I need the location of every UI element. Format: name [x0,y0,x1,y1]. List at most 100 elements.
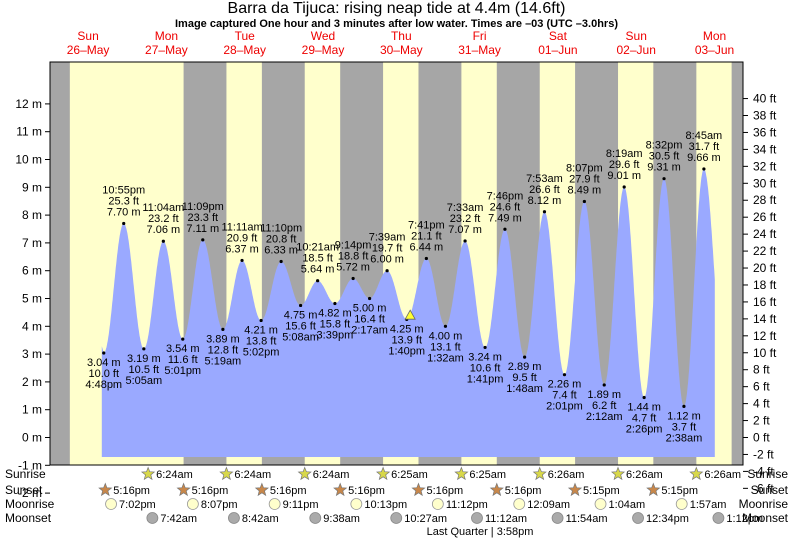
y-tick-label-ft: 38 ft [753,109,777,123]
low-ft-label: 13.9 ft [391,334,422,346]
sunrise-time: 6:24am [156,469,193,481]
low-time-label: 2:17am [351,325,388,337]
moonset-time: 7:42am [160,513,197,525]
y-tick-label-m: 1 m [22,403,42,417]
high-time-label: 7:33am [447,202,484,214]
sunset-icon [98,482,113,497]
y-tick-label-ft: 32 ft [753,159,777,173]
moonrise-icon [350,498,363,510]
low-time-label: 1:41pm [467,373,504,385]
low-time-label: 5:05am [125,375,162,387]
low-ft-label: 7.4 ft [552,390,576,402]
high-time-label: 8:45am [686,130,723,142]
high-m-label: 7.11 m [186,223,219,235]
low-m-label: 4.21 m [244,324,278,336]
high-ft-label: 19.7 ft [372,243,403,255]
sunset-time: 5:15pm [661,485,698,497]
high-ft-label: 23.3 ft [187,212,218,224]
low-time-label: 5:01pm [164,365,201,377]
extreme-point [463,239,467,243]
y-tick-label-m: -2 m [18,486,42,500]
sunset-icon [489,482,504,497]
y-tick-label-ft: 18 ft [753,278,777,292]
low-time-label: 1:48am [506,383,543,395]
moonset-time: 11:54am [566,513,608,525]
sunset-icon [333,482,348,497]
moonset-time: 10:27am [404,513,447,525]
moonrise-time: 1:04am [609,499,646,511]
high-m-label: 9.31 m [647,162,681,174]
high-ft-label: 21.1 ft [411,230,442,242]
extreme-point [142,347,146,351]
y-tick-label-ft: 34 ft [753,142,777,156]
high-time-label: 11:09pm [182,201,224,213]
moonset-icon [309,512,322,524]
y-tick-label-ft: 14 ft [753,312,777,326]
sunrise-icon [297,466,312,481]
day-name: Tue [235,29,256,43]
low-ft-label: 10.6 ft [470,362,501,374]
extreme-point [662,177,666,181]
sunrise-icon [140,466,156,481]
moonset-icon [712,512,725,524]
low-ft-label: 12.8 ft [208,344,239,356]
low-m-label: 3.89 m [206,333,240,345]
high-time-label: 8:07pm [566,162,603,174]
y-tick-label-m: 3 m [22,347,42,361]
high-time-label: 10:21am [296,242,339,254]
low-m-label: 5.00 m [353,303,387,315]
high-ft-label: 20.8 ft [266,234,297,246]
y-tick-label-m: 5 m [22,292,42,306]
y-tick-label-ft: 30 ft [753,176,777,190]
low-time-label: 5:19am [205,355,242,367]
sunrise-time: 6:24am [234,469,271,481]
moonset-time: 12:34pm [646,513,689,525]
high-m-label: 6.44 m [410,241,444,253]
night-band [731,62,743,465]
y-tick-label-ft: -2 ft [753,447,774,461]
sunrise-icon [532,466,547,481]
day-date: 01–Jun [538,43,577,57]
y-tick-label-ft: 24 ft [753,227,777,241]
extreme-point [503,227,507,231]
y-tick-label-ft: 8 ft [753,363,770,377]
moonrise-time: 12:09am [527,499,570,511]
sunrise-time: 6:26am [704,469,741,481]
sunset-icon [254,482,270,497]
y-tick-label-ft: 20 ft [753,261,777,275]
moonset-icon [146,512,159,524]
y-tick-label-ft: 16 ft [753,295,777,309]
high-m-label: 6.00 m [370,254,404,266]
low-time-label: 2:38am [666,432,703,444]
sunset-icon [176,482,191,497]
moonset-icon [632,512,644,524]
tide-area [101,169,715,457]
extreme-point [385,269,389,273]
high-time-label: 10:55pm [102,184,145,196]
high-m-label: 5.72 m [336,261,370,273]
extreme-point [702,167,706,171]
moonset-icon [471,512,483,524]
row-label-left: Sunset [5,483,43,497]
extreme-point [424,256,428,261]
moonrise-time: 7:02pm [119,499,156,511]
moonset-time: 9:38am [323,513,360,525]
sunrise-icon [376,466,391,481]
low-m-label: 3.19 m [127,353,161,365]
sunset-time: 5:16pm [192,485,229,497]
day-name: Fri [473,29,487,43]
low-ft-label: 6.2 ft [592,400,616,412]
row-label-left: Moonset [5,511,52,525]
extreme-point [542,210,547,214]
sunrise-time: 6:26am [626,469,663,481]
sunset-time: 5:16pm [348,485,385,497]
y-tick-label-ft: 6 ft [753,380,770,394]
day-date: 30–May [380,43,423,57]
low-m-label: 3.54 m [166,343,200,355]
extreme-point [298,303,303,308]
low-m-label: 2.89 m [508,361,542,373]
high-m-label: 7.70 m [107,206,141,218]
y-tick-label-m: 0 m [22,431,42,445]
sunset-icon [411,482,426,497]
high-ft-label: 29.6 ft [609,159,640,171]
